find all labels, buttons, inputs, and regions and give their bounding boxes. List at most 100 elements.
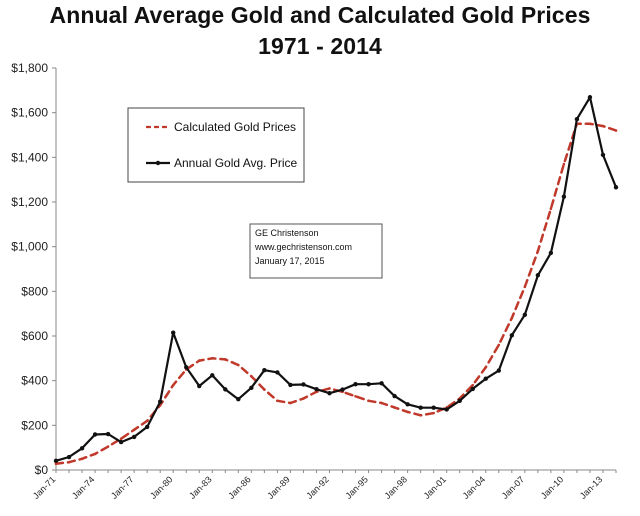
x-tick-labels: Jan-71 Jan-74 Jan-77 Jan-80 Jan-83 Jan-86 Jan-… — [31, 470, 617, 501]
data-point-marker — [118, 439, 124, 445]
series-line-calculated — [54, 122, 618, 465]
series-layer — [53, 95, 619, 466]
data-point-marker — [483, 376, 488, 381]
x-tick-label: Jan-10 — [539, 474, 566, 501]
data-point-marker — [548, 250, 554, 256]
data-point-marker — [145, 419, 149, 423]
annotation-frame — [249, 223, 383, 279]
annotation-line: GE Christenson — [255, 228, 319, 238]
data-point-marker — [93, 452, 97, 456]
data-point-marker — [67, 460, 71, 464]
x-tick-label: Jan-07 — [500, 474, 527, 501]
data-point-marker — [380, 401, 383, 405]
legend-marker — [155, 160, 161, 166]
y-tick-label: $400 — [21, 374, 48, 388]
data-point-marker — [600, 152, 606, 158]
chart-subtitle-years: 1971 - 2014 — [258, 33, 382, 59]
axes — [55, 68, 616, 471]
x-tick-label: Jan-13 — [578, 474, 605, 501]
data-point-marker — [601, 124, 605, 128]
data-point-marker — [314, 386, 319, 392]
data-point-marker — [561, 194, 567, 199]
y-tick-label: $600 — [21, 329, 48, 343]
data-point-marker — [613, 185, 619, 190]
data-point-marker — [614, 129, 618, 132]
data-point-marker — [131, 434, 137, 440]
x-tick-label: Jan-86 — [226, 474, 253, 501]
data-point-marker — [184, 365, 189, 370]
x-tick-label: Jan-80 — [148, 474, 175, 501]
data-point-marker — [431, 405, 436, 410]
data-point-marker — [392, 393, 397, 399]
y-tick-label: $1,600 — [11, 106, 48, 120]
y-tick-label: $1,800 — [11, 61, 48, 75]
data-point-marker — [53, 458, 59, 464]
x-tick-label: Jan-71 — [31, 474, 58, 501]
chart-title: Annual Average Gold and Calculated Gold … — [49, 2, 591, 28]
data-point-marker — [236, 397, 241, 402]
data-point-marker — [237, 363, 240, 367]
data-point-marker — [549, 207, 553, 210]
data-point-marker — [432, 411, 435, 415]
data-point-marker — [574, 116, 580, 122]
data-point-marker — [379, 381, 384, 386]
x-tick-label: Jan-98 — [383, 474, 410, 501]
data-point-marker — [250, 374, 253, 378]
y-tick-labels: $0 $200 $400 $600 $800 $1,000 $1,200 $1,400 $1,6… — [11, 61, 56, 477]
data-point-marker — [210, 357, 214, 360]
data-point-marker — [367, 399, 370, 403]
data-point-marker — [80, 457, 84, 461]
data-point-marker — [536, 249, 540, 253]
data-point-marker — [224, 358, 227, 361]
data-point-marker — [535, 273, 541, 278]
data-point-marker — [92, 432, 98, 437]
data-point-marker — [406, 410, 409, 414]
legend: Calculated Gold Prices Annual Gold Avg. P… — [127, 107, 305, 183]
y-tick-label: $1,000 — [11, 240, 48, 254]
data-point-marker — [54, 462, 58, 466]
data-point-marker — [301, 382, 306, 387]
data-point-marker — [171, 330, 176, 335]
x-tick-label: Jan-77 — [109, 474, 136, 501]
data-point-marker — [418, 405, 423, 410]
data-point-marker — [171, 383, 175, 387]
x-tick-label: Jan-89 — [265, 474, 292, 501]
data-point-marker — [405, 402, 410, 407]
data-point-marker — [105, 431, 111, 437]
data-point-marker — [210, 373, 215, 378]
data-point-marker — [288, 382, 293, 388]
data-point-marker — [327, 390, 332, 396]
data-point-marker — [444, 407, 449, 412]
data-point-marker — [471, 383, 475, 387]
data-point-marker — [587, 95, 593, 100]
x-tick-label: Jan-74 — [70, 474, 97, 501]
y-tick-label: $0 — [35, 463, 49, 477]
data-point-marker — [457, 398, 462, 403]
data-point-marker — [366, 382, 371, 387]
data-point-marker — [79, 446, 85, 451]
data-point-marker — [289, 401, 292, 405]
data-point-marker — [509, 333, 515, 338]
annotation-line: January 17, 2015 — [255, 256, 325, 266]
data-point-marker — [497, 343, 501, 347]
data-point-marker — [275, 370, 280, 375]
data-point-marker — [588, 122, 592, 126]
data-point-marker — [496, 368, 501, 373]
data-point-marker — [470, 386, 475, 392]
data-point-marker — [119, 437, 123, 441]
data-point-marker — [197, 359, 201, 362]
x-tick-label: Jan-92 — [304, 474, 331, 501]
x-tick-label: Jan-83 — [187, 474, 214, 501]
y-tick-label: $800 — [21, 284, 48, 298]
legend-label: Calculated Gold Prices — [174, 120, 296, 134]
x-tick-label: Jan-01 — [422, 474, 449, 501]
data-point-marker — [419, 413, 422, 417]
data-point-marker — [157, 399, 163, 404]
data-point-marker — [262, 367, 267, 373]
data-point-marker — [523, 285, 527, 289]
data-point-marker — [354, 395, 357, 398]
data-point-marker — [510, 316, 514, 320]
y-tick-label: $200 — [21, 418, 48, 432]
